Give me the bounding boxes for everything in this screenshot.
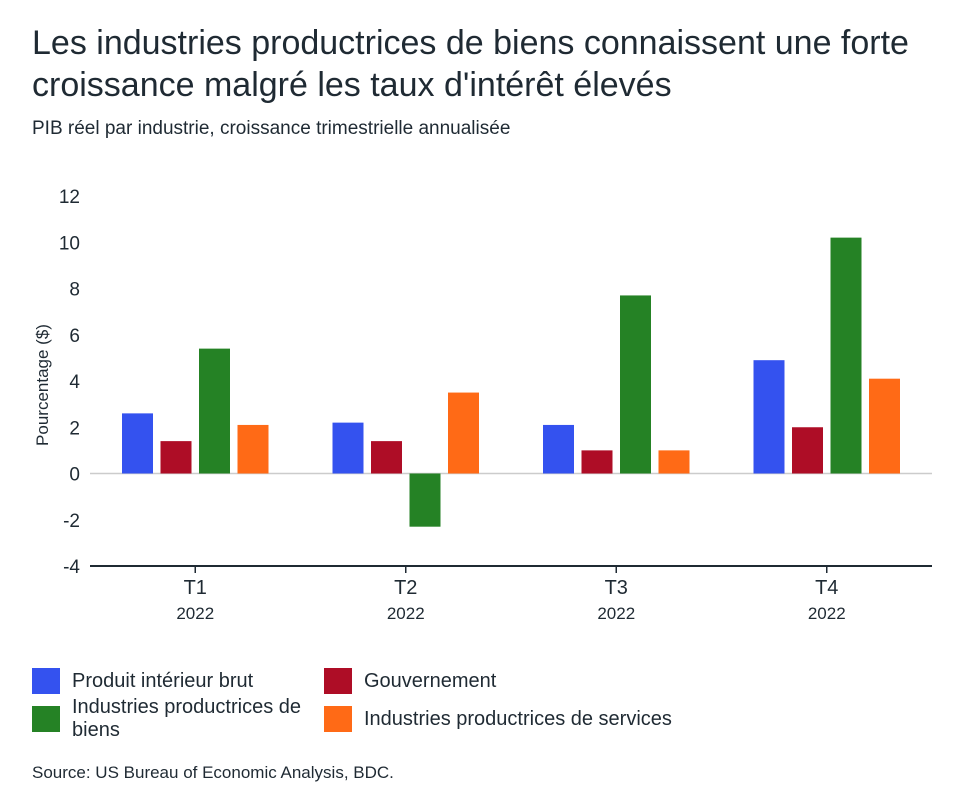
y-tick-label: 10 <box>59 233 80 254</box>
legend-swatch-gdp <box>32 668 60 694</box>
bar-gdp-t2 <box>332 422 364 474</box>
x-tick-label: T4 <box>815 577 838 599</box>
x-tick-sublabel: 2022 <box>176 604 214 623</box>
legend-swatch-goods <box>32 706 60 732</box>
y-tick-label: -4 <box>63 557 80 578</box>
legend-label-services: Industries productrices de services <box>364 707 672 730</box>
legend-item-goods: Industries productrices de biens <box>32 696 324 741</box>
bar-goods-t1 <box>199 348 230 474</box>
bar-government-t4 <box>792 427 823 474</box>
legend: Produit intérieur brut Gouvernement Indu… <box>32 668 932 741</box>
x-tick-label: T1 <box>184 577 207 599</box>
y-tick-label: -2 <box>63 511 80 532</box>
bar-goods-t4 <box>830 237 862 474</box>
legend-label-goods: Industries productrices de biens <box>72 696 302 741</box>
source-note: Source: US Bureau of Economic Analysis, … <box>32 763 394 782</box>
bars <box>122 237 900 527</box>
bar-government-t3 <box>581 450 613 474</box>
legend-item-gdp: Produit intérieur brut <box>32 668 324 694</box>
bar-goods-t2 <box>409 473 441 527</box>
y-tick-label: 12 <box>59 187 80 208</box>
x-tick-label: T3 <box>605 577 628 599</box>
y-tick-labels: -4 -2 0 2 4 6 8 10 12 <box>59 187 81 578</box>
bar-goods-t3 <box>620 295 651 474</box>
bar-gdp-t1 <box>122 413 153 474</box>
bar-government-t2 <box>371 441 402 474</box>
y-tick-label: 8 <box>69 280 80 301</box>
x-tick-sublabel: 2022 <box>387 604 425 623</box>
y-tick-label: 2 <box>69 418 80 439</box>
bar-government-t1 <box>160 441 192 474</box>
bar-services-t2 <box>448 392 479 474</box>
legend-label-government: Gouvernement <box>364 669 497 692</box>
y-tick-label: 4 <box>69 372 80 393</box>
legend-swatch-services <box>324 706 352 732</box>
chart-subtitle: PIB réel par industrie, croissance trime… <box>32 118 511 139</box>
x-tick-sublabel: 2022 <box>808 604 846 623</box>
x-tick-label: T2 <box>394 577 417 599</box>
legend-label-gdp: Produit intérieur brut <box>72 669 254 692</box>
bar-services-t4 <box>869 378 900 474</box>
bar-gdp-t4 <box>753 360 785 474</box>
x-axis: T1 2022 T2 2022 T3 2022 T4 2022 <box>90 565 932 623</box>
chart-title: Les industries productrices de biens con… <box>32 24 909 104</box>
y-tick-label: 6 <box>69 326 80 347</box>
x-tick-sublabel: 2022 <box>597 604 635 623</box>
legend-swatch-government <box>324 668 352 694</box>
y-axis-label: Pourcentage ($) <box>33 324 52 446</box>
legend-item-services: Industries productrices de services <box>324 706 884 732</box>
bar-services-t3 <box>658 450 690 474</box>
bar-services-t1 <box>237 424 269 474</box>
bar-gdp-t3 <box>543 424 574 474</box>
legend-item-government: Gouvernement <box>324 668 884 694</box>
y-tick-label: 0 <box>69 465 80 486</box>
